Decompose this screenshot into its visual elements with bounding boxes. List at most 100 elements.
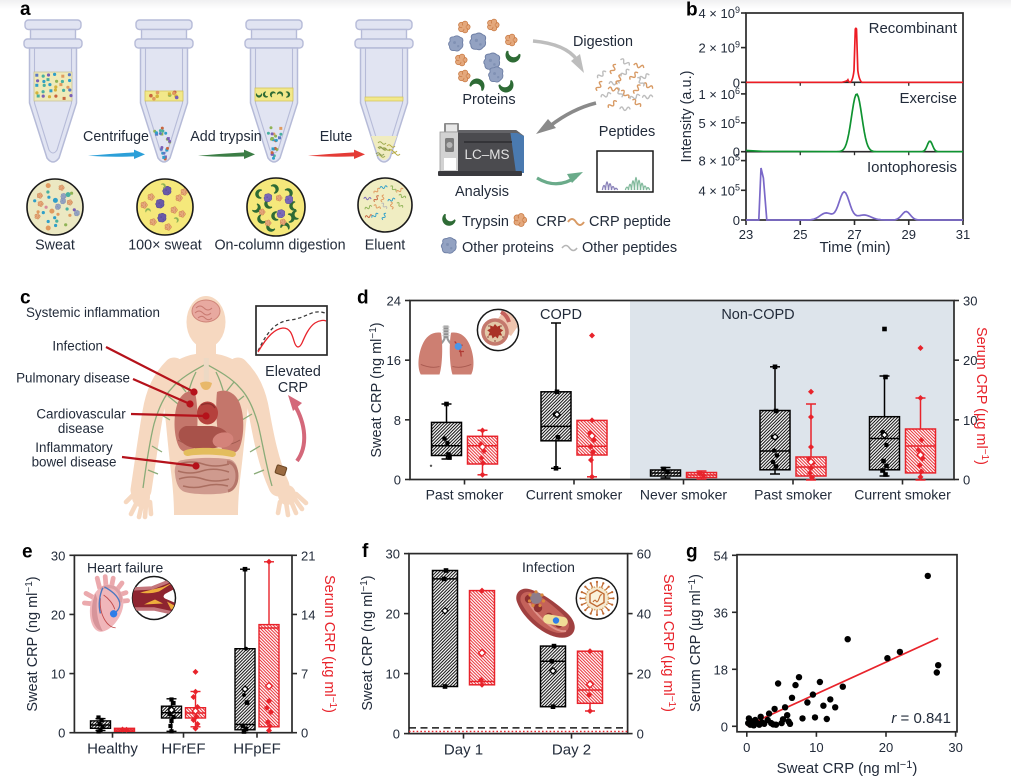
svg-text:LC–MS: LC–MS xyxy=(464,147,509,162)
svg-text:Analysis: Analysis xyxy=(455,184,509,200)
svg-text:0: 0 xyxy=(394,473,401,488)
svg-text:16: 16 xyxy=(387,353,401,368)
svg-text:54: 54 xyxy=(714,548,728,563)
svg-text:30: 30 xyxy=(386,547,400,562)
svg-text:Elevated: Elevated xyxy=(265,364,321,380)
svg-text:Recombinant: Recombinant xyxy=(869,20,958,37)
svg-text:7: 7 xyxy=(301,667,308,682)
svg-text:Exercise: Exercise xyxy=(899,90,957,107)
svg-text:HFrEF: HFrEF xyxy=(161,741,205,758)
svg-text:disease: disease xyxy=(58,421,104,436)
svg-text:31: 31 xyxy=(956,227,970,242)
svg-text:Sweat CRP (ng ml−1): Sweat CRP (ng ml−1) xyxy=(359,575,376,710)
svg-text:8 × 105: 8 × 105 xyxy=(698,153,740,169)
svg-text:CRP peptide: CRP peptide xyxy=(589,214,671,230)
svg-text:20: 20 xyxy=(51,607,65,622)
svg-text:27: 27 xyxy=(847,227,861,242)
svg-text:Peptides: Peptides xyxy=(599,124,655,140)
svg-text:Digestion: Digestion xyxy=(573,34,633,50)
svg-text:Sweat CRP (ng ml−1): Sweat CRP (ng ml−1) xyxy=(24,576,41,711)
svg-text:Non-COPD: Non-COPD xyxy=(721,307,794,323)
svg-text:10: 10 xyxy=(51,667,65,682)
svg-text:100× sweat: 100× sweat xyxy=(128,238,202,254)
svg-text:0: 0 xyxy=(393,727,400,742)
svg-text:Past smoker: Past smoker xyxy=(426,487,504,503)
svg-text:Trypsin: Trypsin xyxy=(462,214,509,230)
svg-text:20: 20 xyxy=(637,667,651,682)
svg-text:b: b xyxy=(686,0,698,21)
svg-text:20: 20 xyxy=(879,740,893,755)
svg-text:Add trypsin: Add trypsin xyxy=(190,129,262,145)
svg-text:c: c xyxy=(20,288,31,309)
svg-text:Infection: Infection xyxy=(52,339,103,354)
svg-text:20: 20 xyxy=(386,607,400,622)
svg-text:r = 0.841: r = 0.841 xyxy=(891,710,951,727)
svg-text:Other proteins: Other proteins xyxy=(462,240,554,256)
svg-text:HFpEF: HFpEF xyxy=(233,741,281,758)
svg-text:d: d xyxy=(357,288,369,309)
svg-text:CRP: CRP xyxy=(536,214,567,230)
svg-text:10: 10 xyxy=(963,413,977,428)
svg-text:5 × 105: 5 × 105 xyxy=(698,115,740,131)
svg-text:0: 0 xyxy=(733,75,740,90)
svg-text:30: 30 xyxy=(963,294,977,309)
svg-text:Cardiovascular: Cardiovascular xyxy=(36,407,126,422)
svg-text:10: 10 xyxy=(809,740,823,755)
svg-text:20: 20 xyxy=(963,353,977,368)
svg-text:4 × 105: 4 × 105 xyxy=(698,182,740,198)
svg-text:0: 0 xyxy=(301,726,308,741)
svg-text:Current smoker: Current smoker xyxy=(854,487,951,503)
svg-text:Iontophoresis: Iontophoresis xyxy=(867,159,957,176)
svg-text:18: 18 xyxy=(714,662,728,677)
svg-text:0: 0 xyxy=(743,740,750,755)
svg-text:24: 24 xyxy=(387,294,401,309)
svg-text:Inflammatory: Inflammatory xyxy=(35,440,113,455)
svg-text:4 × 109: 4 × 109 xyxy=(698,5,740,21)
svg-text:Other peptides: Other peptides xyxy=(582,240,677,256)
svg-text:Healthy: Healthy xyxy=(87,741,138,758)
svg-text:Serum CRP (µg ml−1): Serum CRP (µg ml−1) xyxy=(660,574,677,712)
svg-text:f: f xyxy=(362,541,369,562)
svg-text:Serum CRP (µg ml−1): Serum CRP (µg ml−1) xyxy=(321,575,338,713)
svg-text:60: 60 xyxy=(637,547,651,562)
svg-text:Pulmonary disease: Pulmonary disease xyxy=(16,371,130,386)
svg-text:Elute: Elute xyxy=(320,129,353,145)
svg-text:0: 0 xyxy=(733,213,740,228)
svg-text:0: 0 xyxy=(637,727,644,742)
svg-text:a: a xyxy=(20,0,31,20)
svg-text:Eluent: Eluent xyxy=(365,238,406,254)
svg-text:Time (min): Time (min) xyxy=(819,239,890,256)
svg-text:Proteins: Proteins xyxy=(462,92,515,108)
svg-text:e: e xyxy=(22,542,33,563)
svg-text:36: 36 xyxy=(714,605,728,620)
svg-text:Serum CRP (µg ml−1): Serum CRP (µg ml−1) xyxy=(687,574,704,712)
svg-text:2 × 109: 2 × 109 xyxy=(698,40,740,56)
svg-text:0: 0 xyxy=(963,473,970,488)
svg-text:Never smoker: Never smoker xyxy=(640,487,727,503)
svg-text:COPD: COPD xyxy=(540,307,582,323)
svg-text:40: 40 xyxy=(637,607,651,622)
svg-text:30: 30 xyxy=(948,740,962,755)
svg-text:Centrifuge: Centrifuge xyxy=(83,129,149,145)
svg-text:21: 21 xyxy=(301,548,315,563)
svg-text:Intensity (a.u.): Intensity (a.u.) xyxy=(679,71,695,163)
svg-text:Infection: Infection xyxy=(522,559,575,575)
svg-text:0: 0 xyxy=(721,719,728,734)
svg-text:On-column digestion: On-column digestion xyxy=(214,238,345,254)
svg-text:29: 29 xyxy=(902,227,916,242)
svg-text:0: 0 xyxy=(58,726,65,741)
svg-text:0: 0 xyxy=(733,145,740,160)
svg-text:Current smoker: Current smoker xyxy=(526,487,623,503)
svg-text:8: 8 xyxy=(394,413,401,428)
svg-text:1 × 106: 1 × 106 xyxy=(698,86,740,102)
svg-text:10: 10 xyxy=(386,667,400,682)
svg-text:Past smoker: Past smoker xyxy=(754,487,832,503)
svg-text:Systemic inflammation: Systemic inflammation xyxy=(26,305,160,320)
svg-text:Day 2: Day 2 xyxy=(552,742,591,759)
svg-text:14: 14 xyxy=(301,607,315,622)
svg-text:Day 1: Day 1 xyxy=(444,742,483,759)
svg-text:bowel disease: bowel disease xyxy=(32,455,117,470)
svg-text:CRP: CRP xyxy=(278,380,308,396)
svg-text:30: 30 xyxy=(51,548,65,563)
svg-text:23: 23 xyxy=(739,227,753,242)
